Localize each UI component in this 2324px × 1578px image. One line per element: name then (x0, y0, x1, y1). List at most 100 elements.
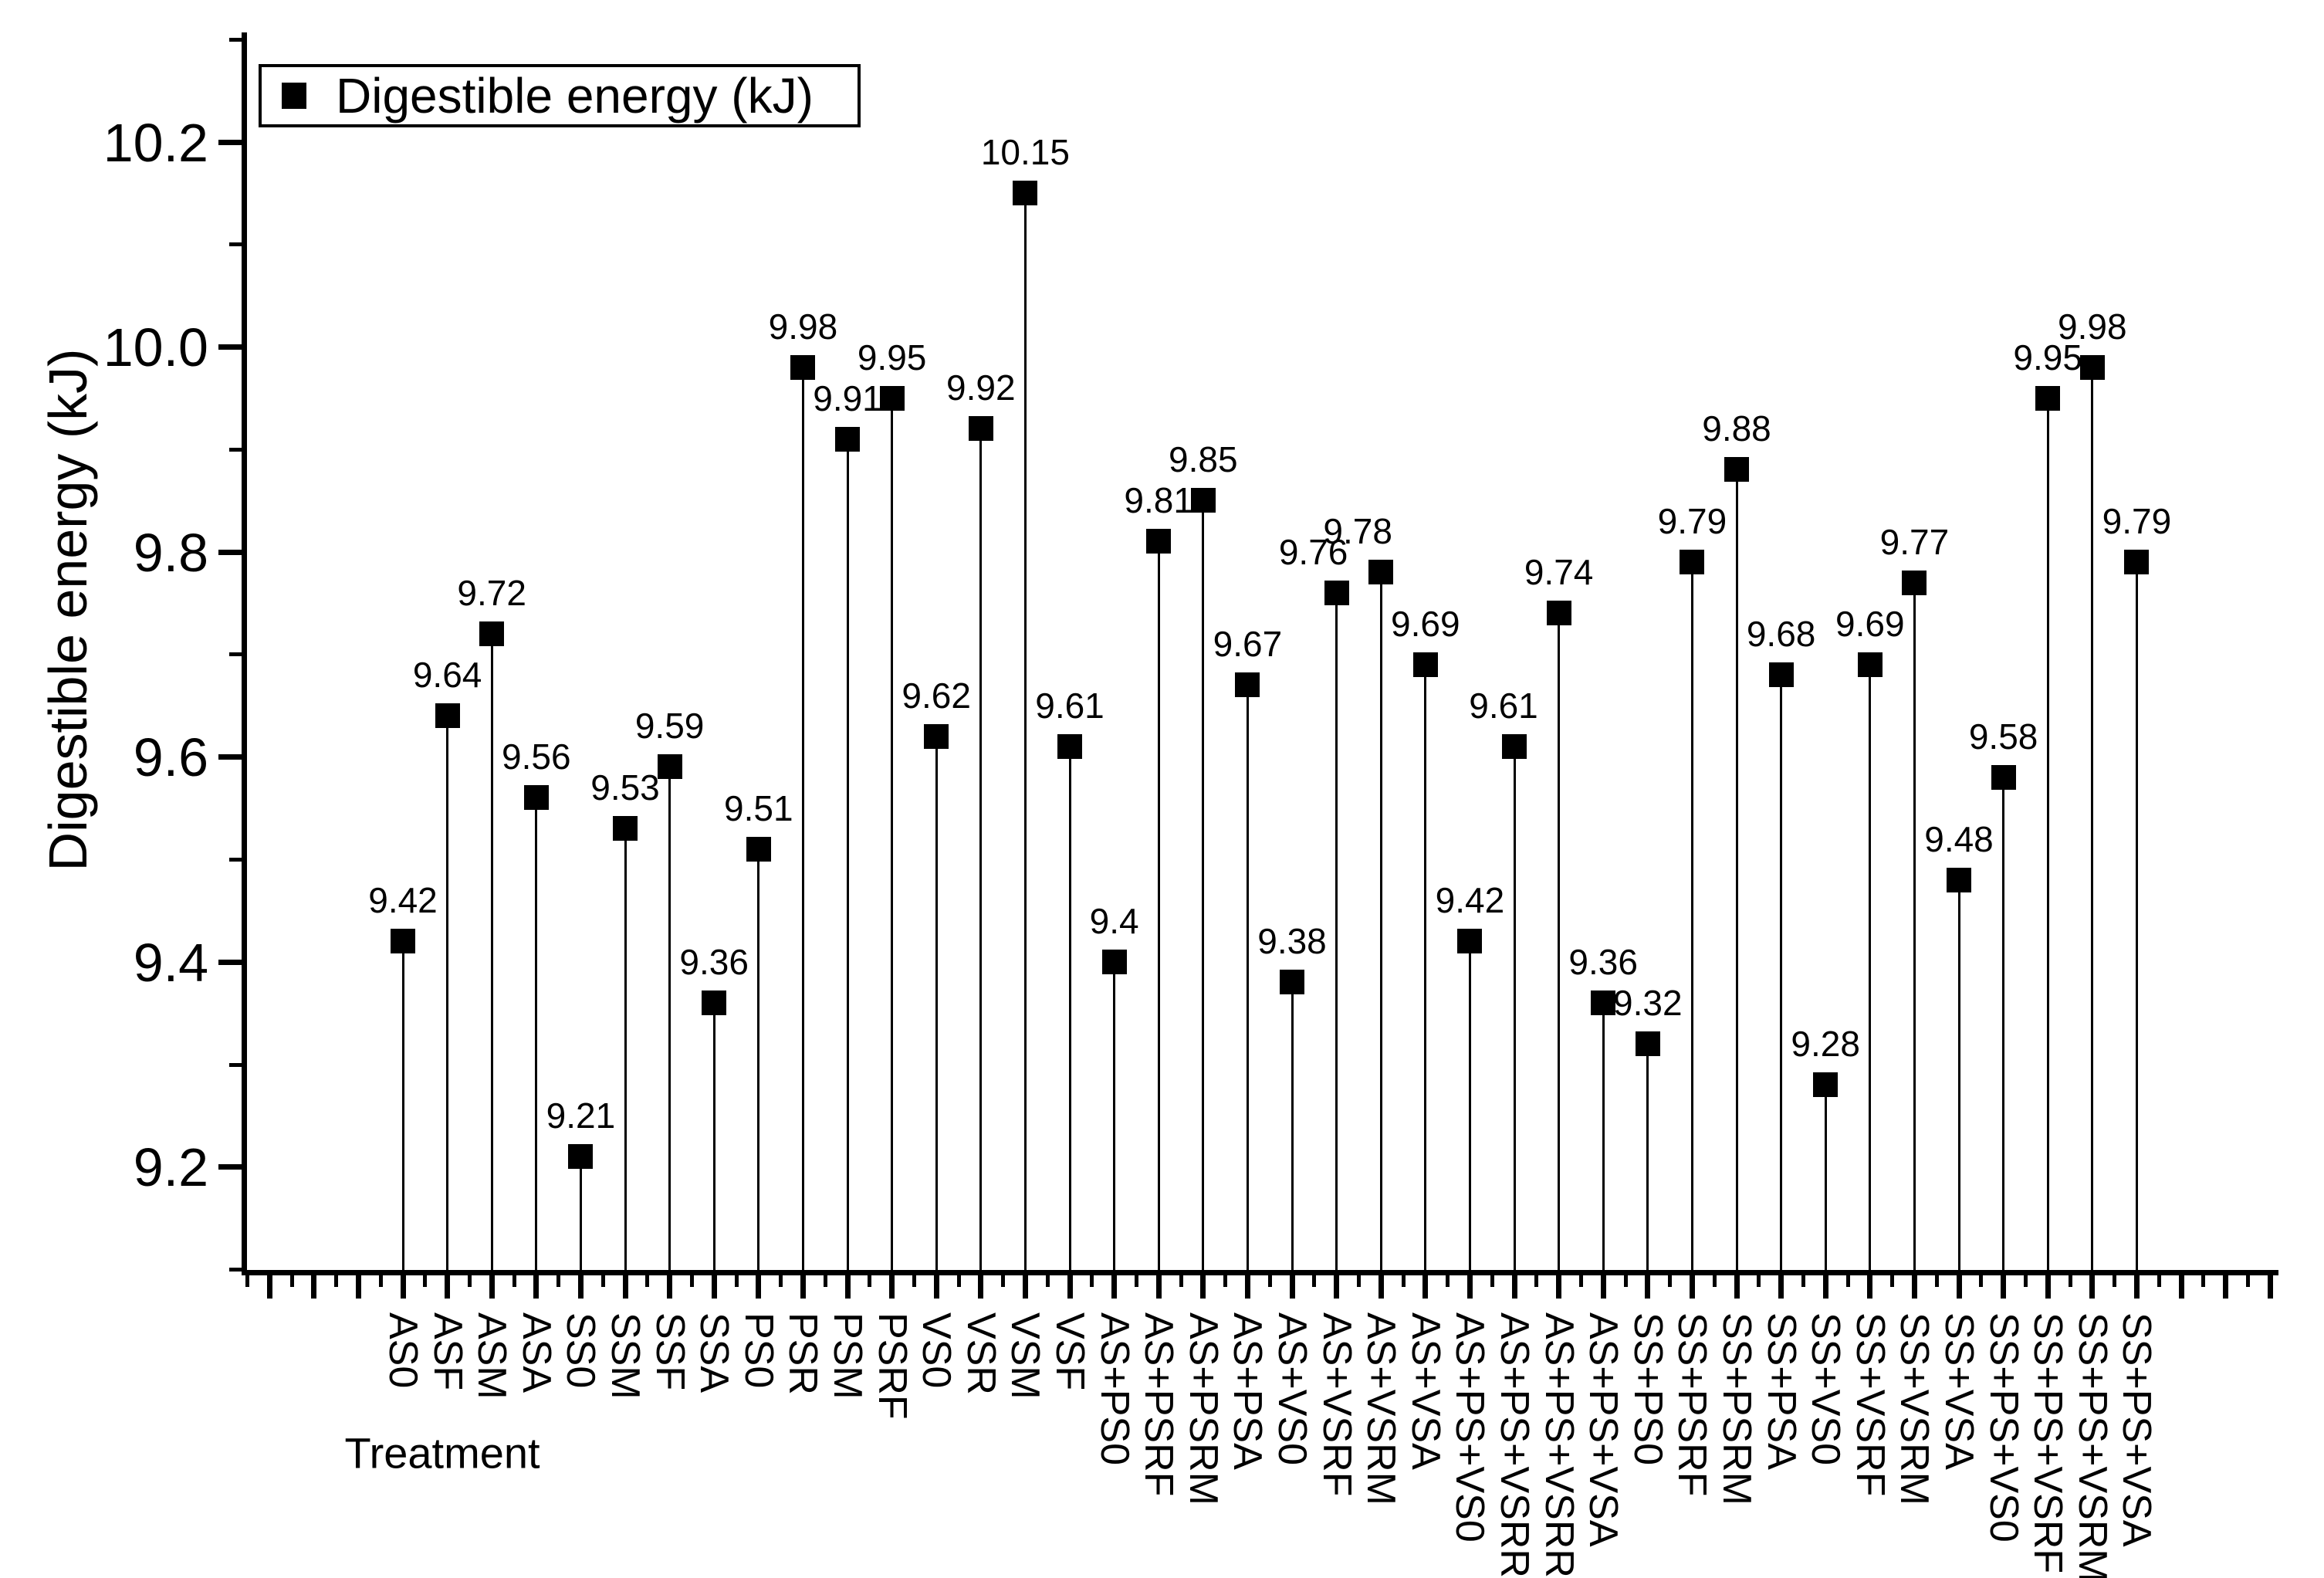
data-point-stem (1913, 582, 1916, 1270)
x-major-tick (1155, 1275, 1162, 1299)
data-point-stem (1468, 941, 1471, 1270)
category-label: VS0 (914, 1312, 959, 1389)
value-label: 9.56 (502, 737, 571, 777)
value-label: 9.21 (546, 1095, 616, 1136)
x-minor-tick (1845, 1275, 1850, 1287)
x-major-tick (1334, 1275, 1340, 1299)
y-axis-line (242, 32, 247, 1275)
category-label: SS+VS0 (1803, 1312, 1849, 1466)
data-point-stem (1202, 500, 1205, 1270)
x-minor-tick (1090, 1275, 1094, 1287)
x-major-tick (1645, 1275, 1651, 1299)
value-label: 9.85 (1169, 439, 1238, 480)
value-label: 9.59 (634, 706, 705, 747)
y-major-tick (218, 754, 242, 760)
x-minor-tick (1134, 1275, 1138, 1287)
data-point-marker (613, 816, 638, 841)
y-tick-label: 9.6 (133, 727, 208, 788)
data-point-marker (746, 836, 771, 862)
data-point-marker (2124, 549, 2150, 574)
value-label: 9.79 (1657, 500, 1727, 541)
data-point-stem (1379, 572, 1382, 1270)
y-major-tick (218, 959, 242, 965)
value-label: 9.64 (412, 655, 482, 696)
data-point-marker (1235, 672, 1260, 698)
category-label: AS+PS+VSRRM (1536, 1312, 1581, 1578)
x-minor-tick (912, 1275, 916, 1287)
y-minor-tick (229, 857, 242, 862)
x-major-tick (2001, 1275, 2007, 1299)
x-minor-tick (734, 1275, 739, 1287)
data-point-marker (1502, 733, 1527, 759)
x-minor-tick (2023, 1275, 2028, 1287)
value-label: 9.69 (1391, 603, 1460, 644)
value-label: 9.28 (1791, 1024, 1860, 1065)
data-point-stem (668, 767, 671, 1270)
x-minor-tick (1001, 1275, 1006, 1287)
value-label: 9.48 (1924, 818, 1994, 859)
y-minor-tick (229, 1268, 242, 1272)
x-minor-tick (1490, 1275, 1494, 1287)
y-minor-tick (229, 37, 242, 42)
data-point-marker (790, 354, 816, 380)
value-label: 9.74 (1524, 552, 1594, 593)
data-point-marker (1546, 601, 1571, 626)
value-label: 9.4 (1089, 900, 1139, 941)
y-tick-label: 10.0 (103, 317, 208, 378)
x-major-tick (1289, 1275, 1295, 1299)
x-minor-tick (378, 1275, 383, 1287)
category-label: SS+VSRM (1892, 1312, 1937, 1505)
legend-label: Digestible energy (kJ) (336, 68, 814, 124)
category-label: VSF (1047, 1312, 1092, 1391)
value-label: 9.78 (1323, 511, 1392, 552)
data-point-marker (1146, 529, 1172, 554)
value-label: 9.77 (1879, 521, 1950, 562)
value-label: 9.95 (2013, 337, 2082, 378)
x-minor-tick (600, 1275, 605, 1287)
data-point-marker (435, 703, 460, 729)
x-minor-tick (2245, 1275, 2250, 1287)
data-point-stem (1780, 675, 1783, 1270)
data-point-stem (2046, 398, 2049, 1270)
data-point-stem (846, 439, 849, 1270)
x-major-tick (1466, 1275, 1473, 1299)
category-label: SS+PS+VSRF (2025, 1312, 2071, 1574)
y-minor-tick (229, 652, 242, 657)
data-point-marker (1857, 652, 1883, 677)
data-point-stem (1690, 561, 1693, 1270)
category-label: SS+PSRF (1669, 1312, 1715, 1497)
data-point-marker (1947, 867, 1971, 892)
category-label: PSR (780, 1312, 826, 1395)
data-point-stem (712, 1002, 715, 1270)
x-major-tick (978, 1275, 984, 1299)
data-point-marker (924, 723, 949, 749)
category-label: AS+VSRM (1358, 1312, 1404, 1505)
x-minor-tick (1534, 1275, 1539, 1287)
x-major-tick (1956, 1275, 1962, 1299)
data-point-marker (391, 929, 415, 954)
data-point-stem (1957, 879, 1960, 1270)
data-point-stem (1023, 193, 1027, 1270)
x-major-tick (1556, 1275, 1562, 1299)
data-point-stem (1291, 982, 1294, 1270)
x-major-tick (400, 1275, 406, 1299)
data-point-marker (2035, 385, 2061, 411)
x-minor-tick (1757, 1275, 1761, 1287)
data-point-stem (2002, 777, 2005, 1270)
x-minor-tick (1668, 1275, 1673, 1287)
value-label: 9.42 (1435, 880, 1505, 921)
x-major-tick (2089, 1275, 2096, 1299)
x-major-tick (2223, 1275, 2229, 1299)
data-point-stem (1113, 961, 1116, 1270)
y-tick-label: 9.2 (133, 1137, 208, 1198)
y-major-tick (218, 139, 242, 145)
value-label: 9.69 (1835, 603, 1905, 644)
data-point-marker (568, 1144, 594, 1169)
x-major-tick (889, 1275, 895, 1299)
data-point-marker (657, 754, 682, 780)
category-label: PSM (825, 1312, 870, 1400)
x-major-tick (933, 1275, 939, 1299)
x-major-tick (266, 1275, 272, 1299)
y-major-tick (218, 344, 242, 350)
data-point-marker (1457, 929, 1483, 954)
